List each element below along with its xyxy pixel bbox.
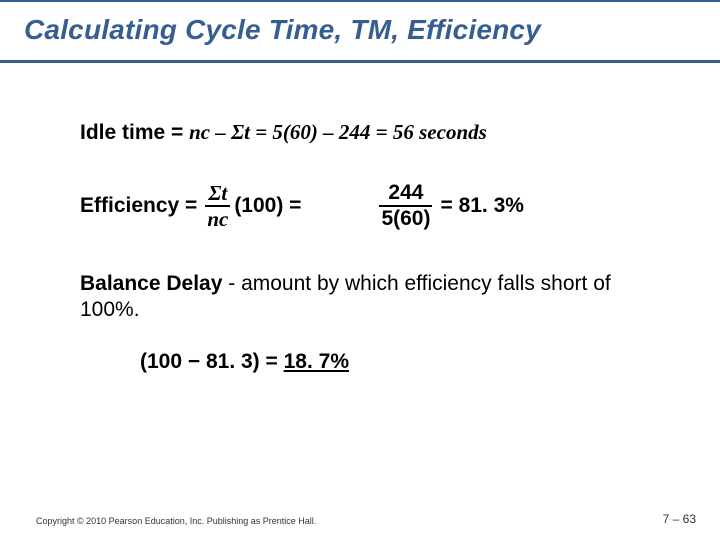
title-underline-left bbox=[0, 60, 36, 63]
efficiency-label: Efficiency = bbox=[80, 194, 197, 218]
slide: Calculating Cycle Time, TM, Efficiency I… bbox=[0, 0, 720, 540]
page-number: 7 – 63 bbox=[663, 512, 696, 526]
frac1-numerator: Σt bbox=[206, 182, 229, 204]
efficiency-fraction-symbolic: Σt nc bbox=[205, 182, 230, 230]
balance-delay-definition: Balance Delay - amount by which efficien… bbox=[80, 271, 660, 324]
times-100: (100) = bbox=[234, 194, 301, 218]
frac2-denominator: 5(60) bbox=[379, 208, 432, 230]
top-rule bbox=[0, 0, 720, 2]
efficiency-line: Efficiency = Σt nc (100) = 244 5(60) = 8… bbox=[80, 183, 660, 229]
efficiency-fraction-numeric: 244 5(60) bbox=[379, 182, 432, 230]
content-area: Idle time = nc – Σt = 5(60) – 244 = 56 s… bbox=[80, 120, 660, 374]
title-underline-right bbox=[36, 60, 720, 63]
delay-expr: (100 − 81. 3) = bbox=[140, 350, 284, 373]
balance-delay-term: Balance Delay bbox=[80, 272, 222, 295]
balance-delay-calc: (100 − 81. 3) = 18. 7% bbox=[140, 350, 660, 374]
idle-expr: nc – Σt = 5(60) – 244 = 56 seconds bbox=[189, 120, 487, 144]
idle-label: Idle time = bbox=[80, 121, 189, 144]
slide-title: Calculating Cycle Time, TM, Efficiency bbox=[24, 14, 696, 46]
idle-time-line: Idle time = nc – Σt = 5(60) – 244 = 56 s… bbox=[80, 120, 660, 145]
efficiency-result: = 81. 3% bbox=[440, 194, 523, 218]
delay-result: 18. 7% bbox=[284, 350, 349, 373]
frac1-denominator: nc bbox=[205, 208, 230, 230]
footer: Copyright © 2010 Pearson Education, Inc.… bbox=[36, 512, 696, 526]
frac2-numerator: 244 bbox=[386, 182, 425, 204]
title-area: Calculating Cycle Time, TM, Efficiency bbox=[0, 4, 720, 54]
copyright-text: Copyright © 2010 Pearson Education, Inc.… bbox=[36, 516, 316, 526]
